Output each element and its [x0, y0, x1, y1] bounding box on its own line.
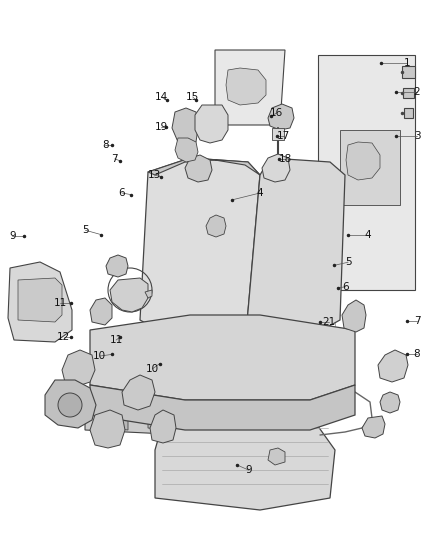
Text: 21: 21 [322, 318, 335, 327]
Text: 8: 8 [102, 140, 109, 150]
Polygon shape [90, 315, 355, 400]
Polygon shape [262, 405, 280, 430]
Polygon shape [62, 350, 95, 386]
Polygon shape [380, 392, 400, 413]
Text: 9: 9 [245, 465, 252, 475]
Polygon shape [148, 158, 260, 175]
Polygon shape [122, 375, 155, 410]
Polygon shape [206, 215, 226, 237]
Text: 10: 10 [146, 364, 159, 374]
Text: 12: 12 [57, 332, 70, 342]
Polygon shape [106, 255, 128, 277]
Text: 1: 1 [404, 58, 411, 68]
Polygon shape [90, 298, 112, 325]
Text: 3: 3 [413, 131, 420, 141]
Polygon shape [155, 408, 335, 510]
Text: 19: 19 [155, 122, 168, 132]
Polygon shape [268, 448, 285, 465]
Text: 4: 4 [257, 188, 264, 198]
Circle shape [58, 393, 82, 417]
Polygon shape [172, 108, 198, 145]
Polygon shape [404, 108, 413, 118]
Polygon shape [215, 50, 285, 125]
Text: 7: 7 [111, 154, 118, 164]
Polygon shape [8, 262, 72, 342]
Text: 5: 5 [82, 225, 89, 235]
Polygon shape [110, 405, 128, 430]
Text: 11: 11 [54, 298, 67, 308]
Text: 2: 2 [413, 87, 420, 96]
Text: 10: 10 [93, 351, 106, 361]
Polygon shape [318, 55, 415, 290]
Polygon shape [245, 158, 345, 345]
Polygon shape [140, 158, 260, 345]
Polygon shape [110, 278, 148, 312]
Polygon shape [90, 410, 125, 448]
Polygon shape [262, 154, 290, 182]
Text: 17: 17 [277, 131, 290, 141]
Polygon shape [362, 416, 385, 438]
Polygon shape [145, 290, 152, 298]
Text: 8: 8 [413, 350, 420, 359]
Text: 6: 6 [118, 188, 125, 198]
Polygon shape [402, 66, 415, 78]
Text: 6: 6 [343, 282, 350, 292]
Text: 14: 14 [155, 92, 168, 102]
Text: 16: 16 [270, 108, 283, 118]
Polygon shape [148, 405, 166, 430]
Text: 9: 9 [9, 231, 16, 240]
Polygon shape [226, 68, 266, 105]
Polygon shape [346, 142, 380, 180]
Text: 18: 18 [279, 154, 292, 164]
Text: 7: 7 [413, 316, 420, 326]
Text: 11: 11 [110, 335, 123, 345]
Polygon shape [90, 385, 355, 430]
Polygon shape [224, 405, 242, 430]
Polygon shape [195, 105, 228, 143]
Polygon shape [175, 138, 198, 162]
Text: 5: 5 [345, 257, 352, 267]
Text: 15: 15 [186, 92, 199, 102]
Polygon shape [85, 400, 290, 440]
Polygon shape [272, 128, 284, 140]
Polygon shape [186, 405, 204, 430]
Polygon shape [45, 380, 96, 428]
Text: 13: 13 [148, 170, 161, 180]
Polygon shape [342, 300, 366, 332]
Polygon shape [268, 104, 294, 130]
Polygon shape [18, 278, 62, 322]
Polygon shape [403, 88, 414, 98]
Polygon shape [340, 130, 400, 205]
Text: 4: 4 [364, 230, 371, 239]
Polygon shape [185, 155, 212, 182]
Polygon shape [378, 350, 408, 382]
Polygon shape [150, 410, 176, 443]
